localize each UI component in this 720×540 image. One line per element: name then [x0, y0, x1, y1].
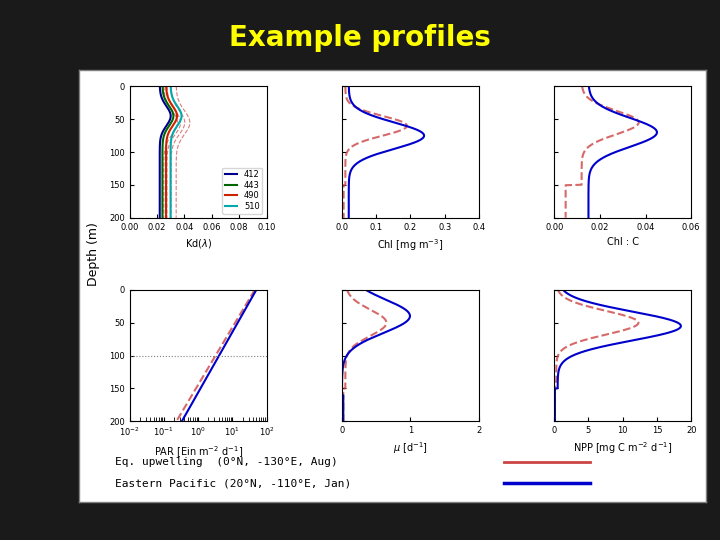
X-axis label: Chl : C: Chl : C	[607, 237, 639, 247]
X-axis label: NPP [mg C m$^{-2}$ d$^{-1}$]: NPP [mg C m$^{-2}$ d$^{-1}$]	[573, 441, 672, 456]
Legend: 412, 443, 490, 510: 412, 443, 490, 510	[222, 167, 262, 213]
X-axis label: PAR [Ein m$^{-2}$ d$^{-1}$]: PAR [Ein m$^{-2}$ d$^{-1}$]	[153, 444, 243, 460]
Text: Eq. upwelling  (0°N, -130°E, Aug): Eq. upwelling (0°N, -130°E, Aug)	[115, 457, 338, 467]
X-axis label: Kd($\lambda$): Kd($\lambda$)	[184, 237, 212, 250]
Text: Eastern Pacific (20°N, -110°E, Jan): Eastern Pacific (20°N, -110°E, Jan)	[115, 478, 351, 488]
X-axis label: $\mu$ [d$^{-1}$]: $\mu$ [d$^{-1}$]	[393, 441, 428, 456]
X-axis label: Chl [mg m$^{-3}$]: Chl [mg m$^{-3}$]	[377, 237, 444, 253]
Text: Example profiles: Example profiles	[229, 24, 491, 52]
Text: Depth (m): Depth (m)	[87, 222, 100, 286]
